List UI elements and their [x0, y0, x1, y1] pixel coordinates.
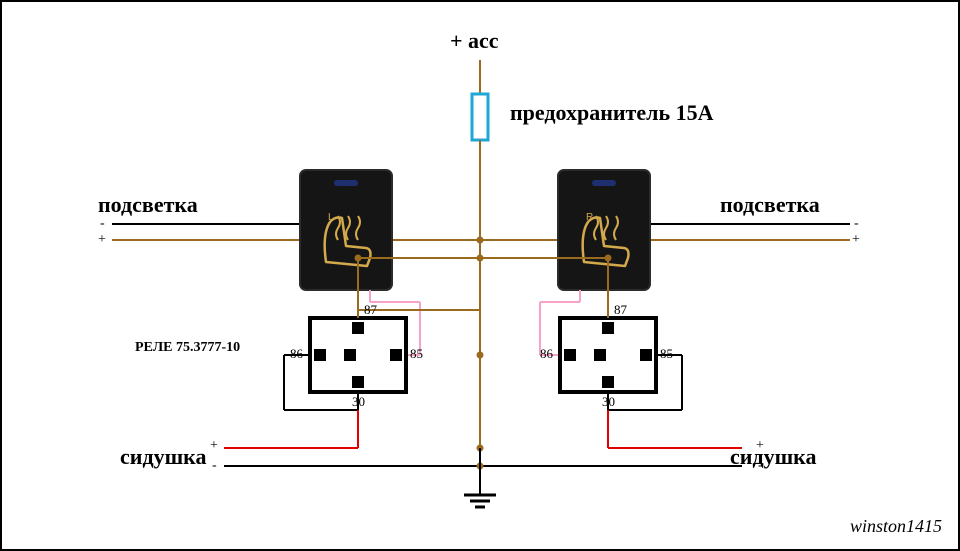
label-backlight-left: подсветка — [98, 192, 198, 218]
svg-text:R: R — [586, 212, 593, 223]
label-acc: + асс — [450, 28, 499, 54]
label-seat-left: сидушка — [120, 444, 207, 470]
pin-r-87: 87 — [614, 302, 627, 318]
pin-l-86: 86 — [290, 346, 303, 362]
pin-r-86: 86 — [540, 346, 553, 362]
sign-bl-r-plus: + — [852, 232, 860, 248]
sign-seat-r-plus: + — [756, 438, 764, 454]
pin-l-85: 85 — [410, 346, 423, 362]
pin-r-85: 85 — [660, 346, 673, 362]
sign-bl-r-minus: - — [854, 216, 859, 232]
label-fuse: предохранитель 15А — [510, 100, 714, 126]
label-seat-right: сидушка — [730, 444, 817, 470]
pin-l-87: 87 — [364, 302, 377, 318]
sign-bl-l-plus: + — [98, 232, 106, 248]
label-author: winston1415 — [850, 516, 942, 537]
sign-bl-l-minus: - — [100, 216, 105, 232]
sign-seat-l-plus: + — [210, 438, 218, 454]
label-relay-model: РЕЛЕ 75.3777-10 — [135, 340, 240, 356]
pin-r-30: 30 — [602, 394, 615, 410]
sign-seat-l-minus: - — [212, 458, 217, 474]
label-backlight-right: подсветка — [720, 192, 820, 218]
pin-l-30: 30 — [352, 394, 365, 410]
svg-text:L: L — [328, 212, 334, 223]
sign-seat-r-minus: - — [758, 458, 763, 474]
